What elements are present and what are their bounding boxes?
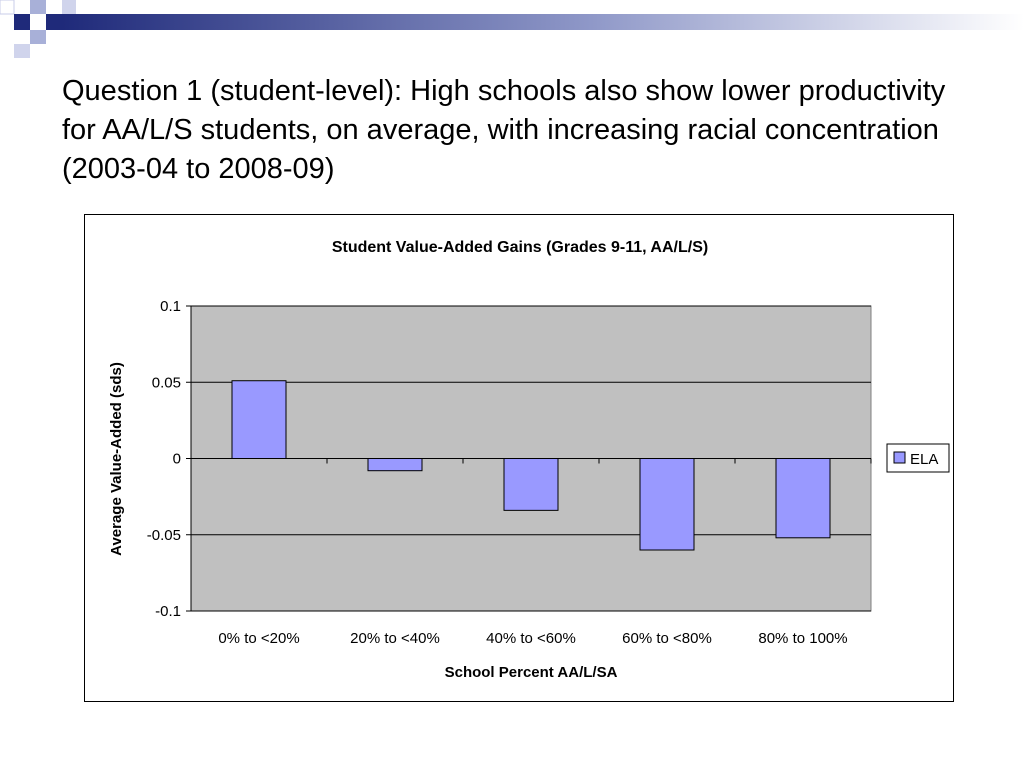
legend-label: ELA	[910, 451, 938, 468]
x-tick-label: 0% to <20%	[218, 630, 299, 647]
y-tick-label: -0.1	[155, 603, 181, 620]
bar	[231, 380, 287, 460]
slide-banner	[0, 0, 1024, 58]
x-axis-label: School Percent AA/L/SA	[445, 664, 618, 681]
bar	[775, 458, 831, 539]
x-tick-label: 80% to 100%	[758, 630, 847, 647]
chart-container: 0.1 0.05 0 -0.05 -0.1 0% to <20% 20% to <40% 40…	[84, 214, 954, 702]
y-tick-label: -0.05	[147, 527, 181, 544]
x-tick-label: 20% to <40%	[350, 630, 440, 647]
bar	[639, 458, 695, 551]
banner-square	[30, 0, 46, 14]
y-axis-label: Average Value-Added (sds)	[108, 362, 125, 556]
banner-square	[0, 0, 15, 15]
x-tick-label: 60% to <80%	[622, 630, 712, 647]
y-tick-label: 0.05	[152, 374, 181, 391]
y-tick-label: 0.1	[160, 298, 181, 315]
legend: ELA	[886, 443, 950, 473]
banner-square	[46, 14, 62, 30]
chart-title: Student Value-Added Gains (Grades 9-11, …	[332, 239, 708, 256]
y-tick-label: 0	[173, 451, 181, 468]
legend-swatch	[893, 451, 906, 464]
bar-chart: 0.1 0.05 0 -0.05 -0.1 0% to <20% 20% to <40% 40…	[108, 239, 950, 681]
banner-square	[14, 14, 30, 30]
bar	[367, 458, 423, 472]
banner-square	[62, 0, 76, 14]
x-tick-label: 40% to <60%	[486, 630, 576, 647]
bar	[503, 458, 559, 511]
banner-square	[30, 30, 46, 44]
banner-square	[14, 44, 30, 58]
banner-gradient-bar	[62, 14, 1024, 30]
slide-title: Question 1 (student-level): High schools…	[62, 75, 946, 185]
